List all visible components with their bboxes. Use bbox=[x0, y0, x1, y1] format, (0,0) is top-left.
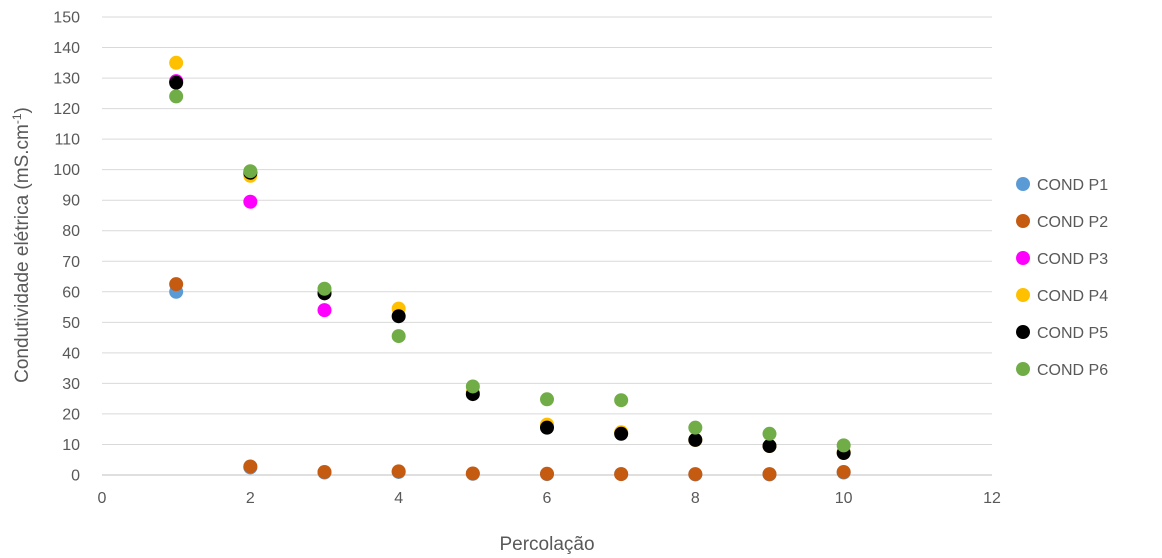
x-axis-title: Percolação bbox=[499, 534, 594, 555]
data-point bbox=[836, 464, 851, 479]
data-point bbox=[688, 467, 703, 482]
y-axis-title-superscript: -1 bbox=[10, 113, 24, 124]
y-tick-label: 140 bbox=[53, 40, 80, 57]
data-point bbox=[169, 75, 184, 90]
legend: COND P1 COND P2 COND P3 COND P4 COND P5 COND … bbox=[1016, 177, 1108, 379]
y-axis-title: Condutividade elétrica (mS.cm-1) bbox=[10, 107, 33, 383]
data-point bbox=[391, 464, 406, 479]
data-point bbox=[465, 466, 480, 481]
data-point bbox=[169, 277, 184, 292]
legend-marker bbox=[1016, 288, 1030, 302]
x-tick-labels: 0 2 4 6 8 10 12 bbox=[98, 490, 1001, 507]
legend-marker bbox=[1016, 362, 1030, 376]
y-tick-label: 90 bbox=[62, 193, 80, 210]
data-point bbox=[169, 89, 184, 104]
y-tick-label: 20 bbox=[62, 406, 80, 423]
y-axis-title-main: Condutividade elétrica (mS.cm bbox=[12, 124, 33, 383]
y-tick-label: 150 bbox=[53, 10, 80, 27]
series-cond-p6 bbox=[169, 89, 851, 453]
y-tick-label: 120 bbox=[53, 101, 80, 118]
y-tick-label: 40 bbox=[62, 345, 80, 362]
data-point bbox=[243, 164, 258, 179]
y-tick-label: 60 bbox=[62, 284, 80, 301]
data-point bbox=[540, 392, 554, 407]
data-point bbox=[317, 281, 332, 296]
legend-label: COND P6 bbox=[1037, 362, 1108, 379]
series-cond-p4 bbox=[169, 55, 851, 460]
legend-label: COND P3 bbox=[1037, 251, 1108, 268]
data-point bbox=[243, 194, 258, 209]
x-tick-label: 10 bbox=[835, 490, 853, 507]
legend-label: COND P4 bbox=[1037, 288, 1108, 305]
data-point bbox=[391, 309, 406, 324]
data-points bbox=[169, 55, 851, 482]
data-point bbox=[762, 426, 777, 441]
legend-marker bbox=[1016, 177, 1030, 191]
gridlines bbox=[102, 16, 992, 476]
data-point bbox=[614, 393, 629, 408]
x-tick-label: 12 bbox=[983, 490, 1001, 507]
y-tick-label: 130 bbox=[53, 71, 80, 88]
data-point bbox=[317, 464, 332, 479]
y-tick-label: 30 bbox=[62, 376, 80, 393]
x-tick-label: 2 bbox=[246, 490, 255, 507]
data-point bbox=[540, 420, 554, 435]
data-point bbox=[688, 420, 703, 435]
series-cond-p3 bbox=[169, 74, 332, 318]
y-tick-label: 110 bbox=[54, 132, 80, 149]
data-point bbox=[762, 467, 777, 482]
data-point bbox=[169, 55, 184, 70]
y-tick-label: 50 bbox=[62, 315, 80, 332]
y-tick-label: 10 bbox=[62, 437, 80, 454]
x-tick-label: 0 bbox=[98, 490, 107, 507]
series-cond-p2 bbox=[169, 277, 851, 482]
data-point bbox=[540, 466, 554, 481]
legend-label: COND P1 bbox=[1037, 177, 1108, 194]
data-point bbox=[317, 303, 332, 318]
legend-label: COND P5 bbox=[1037, 325, 1108, 342]
y-axis-title-end: ) bbox=[12, 107, 33, 113]
data-point bbox=[465, 379, 480, 394]
x-tick-label: 4 bbox=[394, 490, 403, 507]
y-tick-labels: 0 10 20 30 40 50 60 70 80 90 100 110 120 130 140 150 bbox=[53, 10, 80, 485]
legend-marker bbox=[1016, 325, 1030, 339]
y-tick-label: 80 bbox=[62, 223, 80, 240]
y-tick-label: 0 bbox=[71, 468, 80, 485]
data-point bbox=[688, 432, 703, 447]
series-cond-p5 bbox=[169, 75, 851, 461]
data-point bbox=[836, 438, 851, 453]
legend-marker bbox=[1016, 251, 1030, 265]
data-point bbox=[614, 467, 629, 482]
x-tick-label: 8 bbox=[691, 490, 700, 507]
legend-marker bbox=[1016, 214, 1030, 228]
y-tick-label: 100 bbox=[53, 162, 80, 179]
data-point bbox=[243, 459, 258, 474]
y-tick-label: 70 bbox=[62, 254, 80, 271]
data-point bbox=[614, 426, 629, 441]
data-point bbox=[762, 438, 777, 453]
x-tick-label: 6 bbox=[543, 490, 552, 507]
data-point bbox=[391, 329, 406, 344]
legend-label: COND P2 bbox=[1037, 214, 1108, 231]
